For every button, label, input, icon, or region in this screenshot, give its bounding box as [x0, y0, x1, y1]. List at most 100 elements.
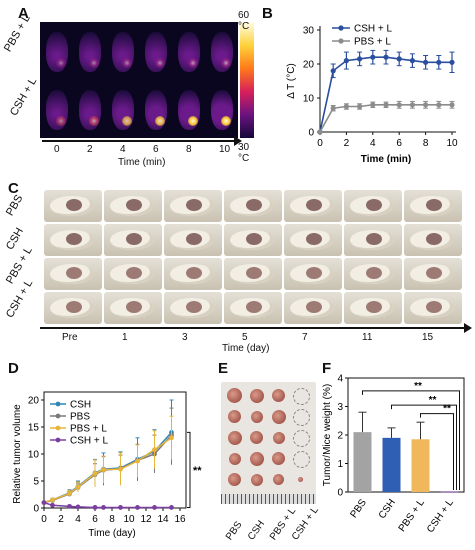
mouse-shaved-patch — [366, 267, 382, 279]
panel-b-label: B — [262, 5, 273, 22]
tumor — [272, 431, 285, 444]
time-axis-arrow — [42, 140, 236, 142]
mouse-shaved-patch — [126, 301, 142, 313]
panel-a: PBS + L CSH + L 60 °C 30 °C 0 2 4 6 8 10 Time… — [0, 0, 262, 180]
data-point — [436, 59, 442, 65]
tumor-hotspot — [155, 116, 165, 126]
panel-a-xlabel: Time (min) — [118, 157, 166, 168]
mouse-photo — [104, 190, 162, 222]
colorbar-max: 60 °C — [238, 10, 250, 32]
empty-tumor-slot — [293, 409, 310, 426]
tumor-hotspot — [56, 58, 66, 68]
tumor-hotspot — [221, 58, 231, 68]
mouse-shaved-patch — [126, 267, 142, 279]
data-point — [67, 491, 72, 496]
mouse-shaved-patch — [246, 267, 262, 279]
day-label: Pre — [62, 332, 78, 343]
tumor — [249, 388, 264, 403]
significance-bracket — [420, 413, 454, 490]
mouse-shaved-patch — [306, 267, 322, 279]
legend-label: CSH + L — [70, 436, 109, 447]
tumor — [228, 410, 241, 423]
legend-marker — [338, 25, 344, 31]
y-tick-label: 1 — [337, 459, 343, 470]
mouse-photo — [44, 292, 102, 324]
tumor — [250, 410, 263, 423]
colorbar-min: 30 °C — [238, 142, 250, 164]
data-point — [396, 56, 402, 62]
x-axis-title: Time (day) — [88, 528, 135, 539]
data-point — [449, 59, 455, 65]
data-point — [152, 505, 157, 510]
y-tick-label: 10 — [28, 450, 40, 461]
legend-marker — [55, 437, 61, 443]
day-label: 1 — [122, 332, 128, 343]
mouse-shaved-patch — [246, 199, 262, 211]
time-tick-label: 6 — [153, 144, 159, 155]
mouse-photo — [224, 190, 282, 222]
mouse-shaved-patch — [126, 199, 142, 211]
mouse-photo — [104, 292, 162, 324]
legend-label: PBS + L — [70, 424, 107, 435]
tumor — [228, 452, 241, 465]
mouse-heat-body — [79, 32, 101, 72]
x-tick-label: 6 — [396, 138, 402, 149]
mouse-shaved-patch — [426, 301, 442, 313]
mouse-shaved-patch — [426, 233, 442, 245]
mouse-shaved-patch — [66, 267, 82, 279]
data-point — [370, 102, 376, 108]
x-tick-label: 4 — [370, 138, 376, 149]
x-tick-label: 12 — [140, 514, 152, 525]
significance-label: ** — [429, 395, 437, 406]
data-point — [169, 505, 174, 510]
data-point — [92, 505, 98, 510]
time-tick-label: 4 — [120, 144, 126, 155]
data-point — [152, 447, 157, 453]
mouse-photo — [44, 258, 102, 290]
data-point — [357, 103, 363, 110]
mouse-photo — [44, 190, 102, 222]
day-label: 5 — [242, 332, 248, 343]
panel-c: PBS CSH PBS + L CSH + L Pre 1 3 5 7 11 15 Time (d… — [0, 180, 475, 360]
data-point — [357, 56, 363, 62]
tumor-hotspot — [221, 116, 231, 126]
data-point — [50, 502, 55, 508]
thermal-frame — [73, 22, 106, 80]
tumor-hotspot — [89, 58, 99, 68]
series-line — [319, 56, 452, 133]
series-line — [43, 501, 172, 509]
mouse-photo — [44, 224, 102, 256]
mouse-photo — [284, 190, 342, 222]
data-point — [169, 435, 174, 441]
chart-b: 0 10 20 30 0 2 4 6 8 10 Time (min) Δ T (°C) CSH + L P… — [286, 24, 458, 166]
mouse-shaved-patch — [66, 233, 82, 245]
mouse-shaved-patch — [306, 233, 322, 245]
significance-label: ** — [414, 381, 422, 392]
tumor — [227, 430, 242, 445]
thermal-frame — [139, 22, 172, 80]
series-line — [319, 104, 452, 133]
mouse-photo — [344, 224, 402, 256]
series-line — [43, 437, 172, 504]
significance-label: ** — [443, 404, 451, 415]
mouse-shaved-patch — [306, 301, 322, 313]
y-tick-label: 3 — [337, 402, 343, 413]
mouse-shaved-patch — [246, 233, 262, 245]
x-tick-label: 0 — [41, 514, 47, 525]
x-tick-label: 8 — [423, 138, 429, 149]
y-tick-label: 15 — [28, 423, 40, 434]
y-axis-title: Δ T (°C) — [286, 63, 297, 99]
data-point — [383, 102, 389, 108]
x-axis-title: Time (min) — [361, 154, 411, 165]
mouse-photo — [284, 224, 342, 256]
thermal-frame — [172, 22, 205, 80]
time-tick-label: 0 — [54, 144, 60, 155]
day-label: 3 — [182, 332, 188, 343]
day-axis-arrowhead — [464, 323, 472, 333]
mouse-photo — [224, 224, 282, 256]
legend-label: CSH + L — [354, 24, 393, 35]
data-point — [118, 505, 123, 510]
x-tick-label: 8 — [109, 514, 115, 525]
group-label: CSH — [246, 518, 268, 543]
y-tick-label: 30 — [303, 26, 315, 37]
